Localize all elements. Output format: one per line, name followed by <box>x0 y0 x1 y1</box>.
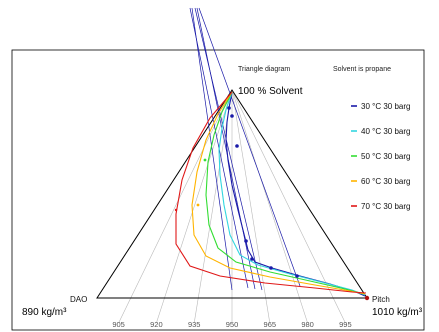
point-red <box>174 208 178 212</box>
series-curve-3 <box>205 91 365 295</box>
data-points <box>174 106 299 278</box>
legend-label-2: 40 °C 30 barg <box>361 127 410 136</box>
tick-label-920: 920 <box>150 320 163 329</box>
pitch-corner-marker <box>364 295 370 301</box>
tick-label-905: 905 <box>112 320 125 329</box>
triangle-outline <box>96 89 368 299</box>
corner-label-pitch-density: 1010 kg/m³ <box>372 307 423 318</box>
chart-subtitle: Solvent is propane <box>333 66 391 73</box>
point-5 <box>250 257 254 261</box>
gridline-905 <box>118 89 233 324</box>
binodal-curves <box>175 91 367 297</box>
point-green <box>203 158 207 162</box>
tick-label-980: 980 <box>301 320 314 329</box>
density-tick-labels: 905 920 935 950 965 980 995 <box>112 320 351 329</box>
gridlines <box>118 89 346 324</box>
gridline-965 <box>231 89 271 324</box>
corner-label-solvent: 100 % Solvent <box>238 86 303 97</box>
tick-label-995: 995 <box>339 320 352 329</box>
point-3 <box>235 144 239 148</box>
legend: 30 °C 30 barg 40 °C 30 barg 50 °C 30 barg 6… <box>351 102 410 211</box>
legend-label-3: 50 °C 30 barg <box>361 152 410 161</box>
tick-label-950: 950 <box>226 320 239 329</box>
legend-label-4: 60 °C 30 barg <box>361 177 410 186</box>
series-curve-4 <box>191 91 366 295</box>
point-6 <box>269 266 273 270</box>
plot-frame <box>11 49 425 331</box>
series-curve-5 <box>175 91 367 294</box>
gridline-920 <box>156 89 233 324</box>
legend-label-1: 30 °C 30 barg <box>361 102 410 111</box>
tie-line-4 <box>198 7 301 287</box>
gridline-980 <box>231 89 308 324</box>
point-orange <box>196 203 200 207</box>
corner-label-pitch-name: Pitch <box>372 295 390 304</box>
chart-title: Triangle diagram <box>238 66 290 73</box>
legend-label-5: 70 °C 30 barg <box>361 202 410 211</box>
tick-label-935: 935 <box>188 320 201 329</box>
gridline-995 <box>231 89 346 324</box>
point-4 <box>244 239 248 243</box>
point-7 <box>295 274 299 278</box>
gridline-935 <box>193 89 233 324</box>
point-1 <box>227 106 231 110</box>
corner-label-dao-name: DAO <box>70 295 87 304</box>
corner-label-dao-density: 890 kg/m³ <box>22 307 67 318</box>
tie-line-5 <box>191 7 233 291</box>
series-curve-2 <box>218 91 366 296</box>
point-2 <box>230 114 234 118</box>
tie-line-2 <box>194 7 263 291</box>
tick-label-965: 965 <box>264 320 277 329</box>
